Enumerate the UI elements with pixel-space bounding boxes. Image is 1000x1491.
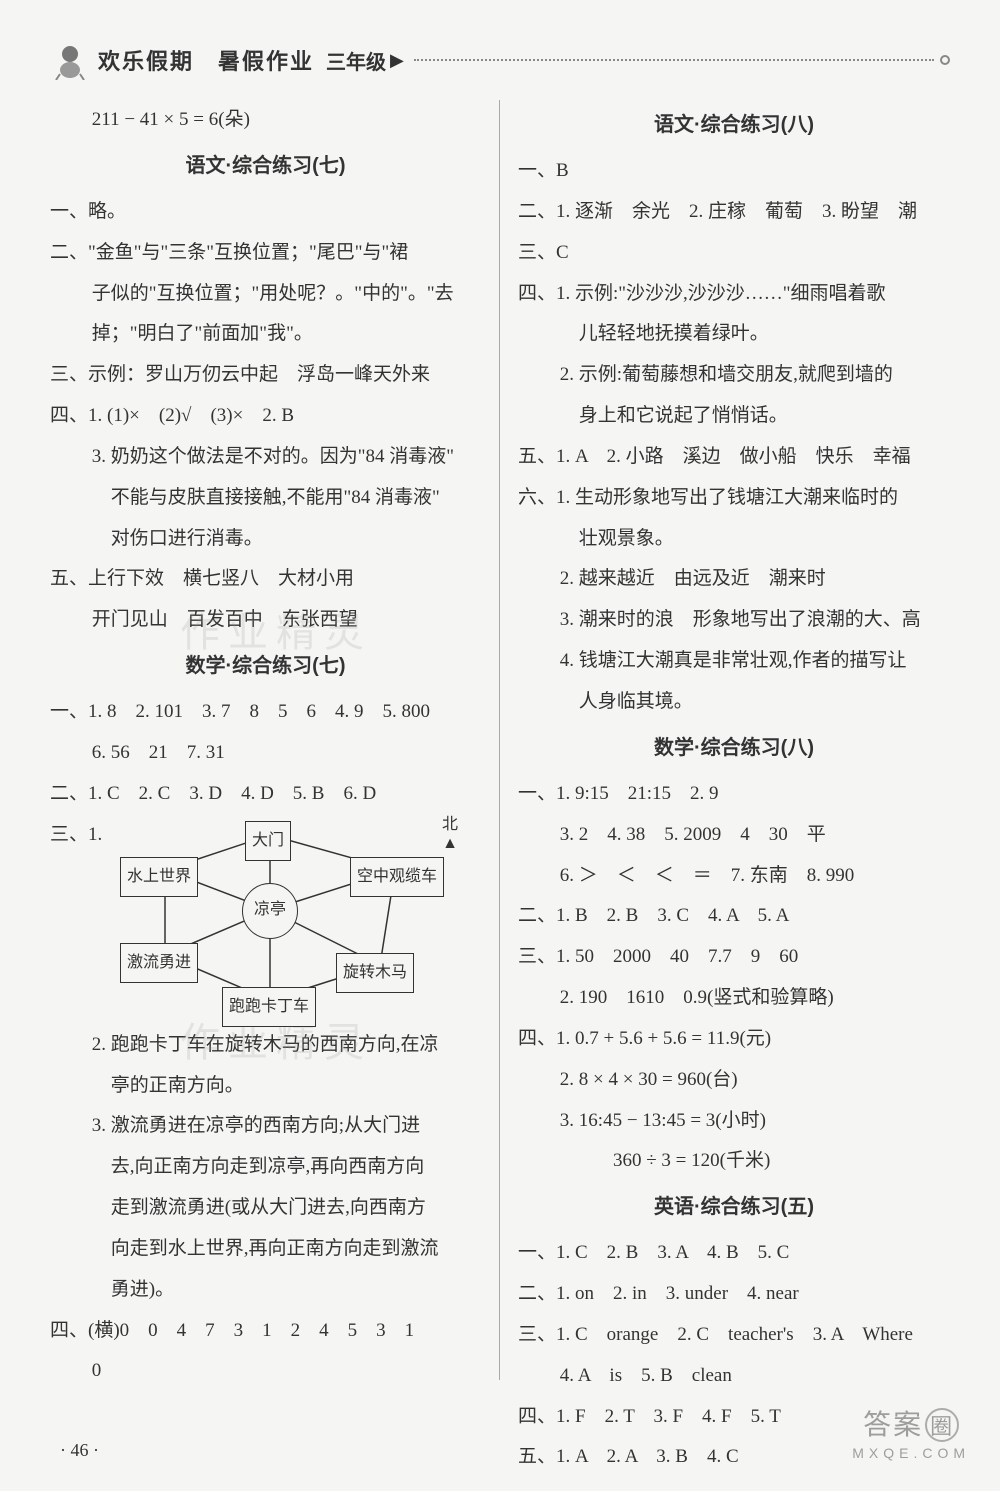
text-line: 三、示例：罗山万仞云中起 浮岛一峰天外来 — [50, 355, 481, 396]
node-cable: 空中观缆车 — [350, 857, 444, 897]
text-line: 3. 奶奶这个做法是不对的。因为"84 消毒液" — [50, 437, 481, 478]
text-line: 二、1. B 2. B 3. C 4. A 5. A — [518, 896, 950, 937]
page-header: 欢乐假期 暑假作业 三年级 ▶ — [50, 40, 950, 80]
text-line: 0 — [50, 1351, 481, 1392]
text-line: 4. 钱塘江大潮真是非常壮观,作者的描写让 — [518, 641, 950, 682]
node-carousel: 旋转木马 — [336, 953, 414, 993]
text-line: 对伤口进行消毒。 — [50, 519, 481, 560]
text-line: 2. 8 × 4 × 30 = 960(台) — [518, 1060, 950, 1101]
text-line: 三、1. C orange 2. C teacher's 3. A Where — [518, 1315, 950, 1356]
section-title: 语文·综合练习(七) — [50, 145, 481, 188]
header-arrow-icon: ▶ — [390, 50, 404, 71]
text-line: 2. 跑跑卡丁车在旋转木马的西南方向,在凉 — [50, 1025, 481, 1066]
text-line: 4. A is 5. B clean — [518, 1356, 950, 1397]
text-line: 一、B — [518, 151, 950, 192]
watermark-circle-icon: 圈 — [925, 1408, 959, 1442]
watermark-url: MXQE.COM — [852, 1445, 970, 1461]
text-line: 三、C — [518, 233, 950, 274]
header-title: 欢乐假期 暑假作业 — [98, 44, 314, 76]
text-line: 二、1. on 2. in 3. under 4. near — [518, 1274, 950, 1315]
text-line: 四、(横)0 0 4 7 3 1 2 4 5 3 1 — [50, 1311, 481, 1352]
text-line: 3. 激流勇进在凉亭的西南方向;从大门进 — [50, 1106, 481, 1147]
text-line: 勇进)。 — [50, 1270, 481, 1311]
text-line: 壮观景象。 — [518, 519, 950, 560]
text-line: 2. 190 1610 0.9(竖式和验算略) — [518, 978, 950, 1019]
text-line: 四、1. 0.7 + 5.6 + 5.6 = 11.9(元) — [518, 1019, 950, 1060]
text-line: 211 − 41 × 5 = 6(朵) — [50, 100, 481, 141]
node-rapids: 激流勇进 — [120, 943, 198, 983]
text-line: 一、略。 — [50, 192, 481, 233]
node-pavilion: 凉亭 — [242, 883, 298, 939]
text-line: 去,向正南方向走到凉亭,再向西南方向 — [50, 1147, 481, 1188]
left-column: 211 − 41 × 5 = 6(朵) 语文·综合练习(七) 一、略。 二、"金… — [50, 100, 500, 1380]
text-line: 四、1. (1)× (2)√ (3)× 2. B — [50, 396, 481, 437]
diagram-row: 三、1. 大门 水上世界 空中观缆车 — [50, 815, 481, 1025]
map-diagram: 大门 水上世界 空中观缆车 凉亭 激流勇进 旋转木马 跑跑卡丁车 北 ▲ — [110, 815, 470, 1025]
content-columns: 211 − 41 × 5 = 6(朵) 语文·综合练习(七) 一、略。 二、"金… — [50, 100, 950, 1380]
header-grade: 三年级 — [326, 46, 386, 75]
header-rule — [414, 59, 934, 61]
text-line: 6. 56 21 7. 31 — [50, 733, 481, 774]
section-title: 语文·综合练习(八) — [518, 104, 950, 147]
text-line: 二、"金鱼"与"三条"互换位置；"尾巴"与"裙 — [50, 233, 481, 274]
section-title: 英语·综合练习(五) — [518, 1186, 950, 1229]
text-line: 360 ÷ 3 = 120(千米) — [518, 1141, 950, 1182]
watermark-top-text: 答案 — [863, 1409, 923, 1440]
text-line: 亭的正南方向。 — [50, 1066, 481, 1107]
text-line: 走到激流勇进(或从大门进去,向西南方 — [50, 1188, 481, 1229]
text-line: 身上和它说起了悄悄话。 — [518, 396, 950, 437]
diagram-label: 三、1. — [50, 815, 110, 856]
node-kart: 跑跑卡丁车 — [222, 987, 316, 1027]
text-line: 六、1. 生动形象地写出了钱塘江大潮来临时的 — [518, 478, 950, 519]
text-line: 一、1. 8 2. 101 3. 7 8 5 6 4. 9 5. 800 — [50, 692, 481, 733]
text-line: 开门见山 百发百中 东张西望 — [50, 600, 481, 641]
text-line: 3. 潮来时的浪 形象地写出了浪潮的大、高 — [518, 600, 950, 641]
text-line: 三、1. 50 2000 40 7.7 9 60 — [518, 937, 950, 978]
text-line: 四、1. 示例:"沙沙沙,沙沙沙……"细雨唱着歌 — [518, 274, 950, 315]
text-line: 二、1. 逐渐 余光 2. 庄稼 葡萄 3. 盼望 潮 — [518, 192, 950, 233]
text-line: 向走到水上世界,再向正南方向走到激流 — [50, 1229, 481, 1270]
text-line: 3. 2 4. 38 5. 2009 4 30 平 — [518, 815, 950, 856]
text-line: 3. 16:45 − 13:45 = 3(小时) — [518, 1101, 950, 1142]
text-line: 五、1. A 2. 小路 溪边 做小船 快乐 幸福 — [518, 437, 950, 478]
text-line: 人身临其境。 — [518, 682, 950, 723]
right-column: 语文·综合练习(八) 一、B 二、1. 逐渐 余光 2. 庄稼 葡萄 3. 盼望… — [500, 100, 950, 1380]
text-line: 不能与皮肤直接接触,不能用"84 消毒液" — [50, 478, 481, 519]
text-line: 二、1. C 2. C 3. D 4. D 5. B 6. D — [50, 774, 481, 815]
text-line: 儿轻轻地抚摸着绿叶。 — [518, 314, 950, 355]
mascot-icon — [50, 40, 90, 80]
text-line: 子似的"互换位置；"用处呢？。"中的"。"去 — [50, 274, 481, 315]
text-line: 6. ＞ ＜ ＜ ＝ 7. 东南 8. 990 — [518, 856, 950, 897]
node-gate: 大门 — [245, 821, 291, 861]
text-line: 2. 示例:葡萄藤想和墙交朋友,就爬到墙的 — [518, 355, 950, 396]
page-number: · 46 · — [60, 1440, 99, 1461]
section-title: 数学·综合练习(八) — [518, 727, 950, 770]
text-line: 2. 越来越近 由远及近 潮来时 — [518, 559, 950, 600]
text-line: 一、1. 9:15 21:15 2. 9 — [518, 774, 950, 815]
text-line: 五、上行下效 横七竖八 大材小用 — [50, 559, 481, 600]
header-circle-icon — [940, 55, 950, 65]
text-line: 掉；"明白了"前面加"我"。 — [50, 314, 481, 355]
text-line: 一、1. C 2. B 3. A 4. B 5. C — [518, 1233, 950, 1274]
watermark-logo: 答案圈 MXQE.COM — [852, 1403, 970, 1461]
north-indicator: 北 ▲ — [442, 815, 458, 853]
node-water: 水上世界 — [120, 857, 198, 897]
section-title: 数学·综合练习(七) — [50, 645, 481, 688]
